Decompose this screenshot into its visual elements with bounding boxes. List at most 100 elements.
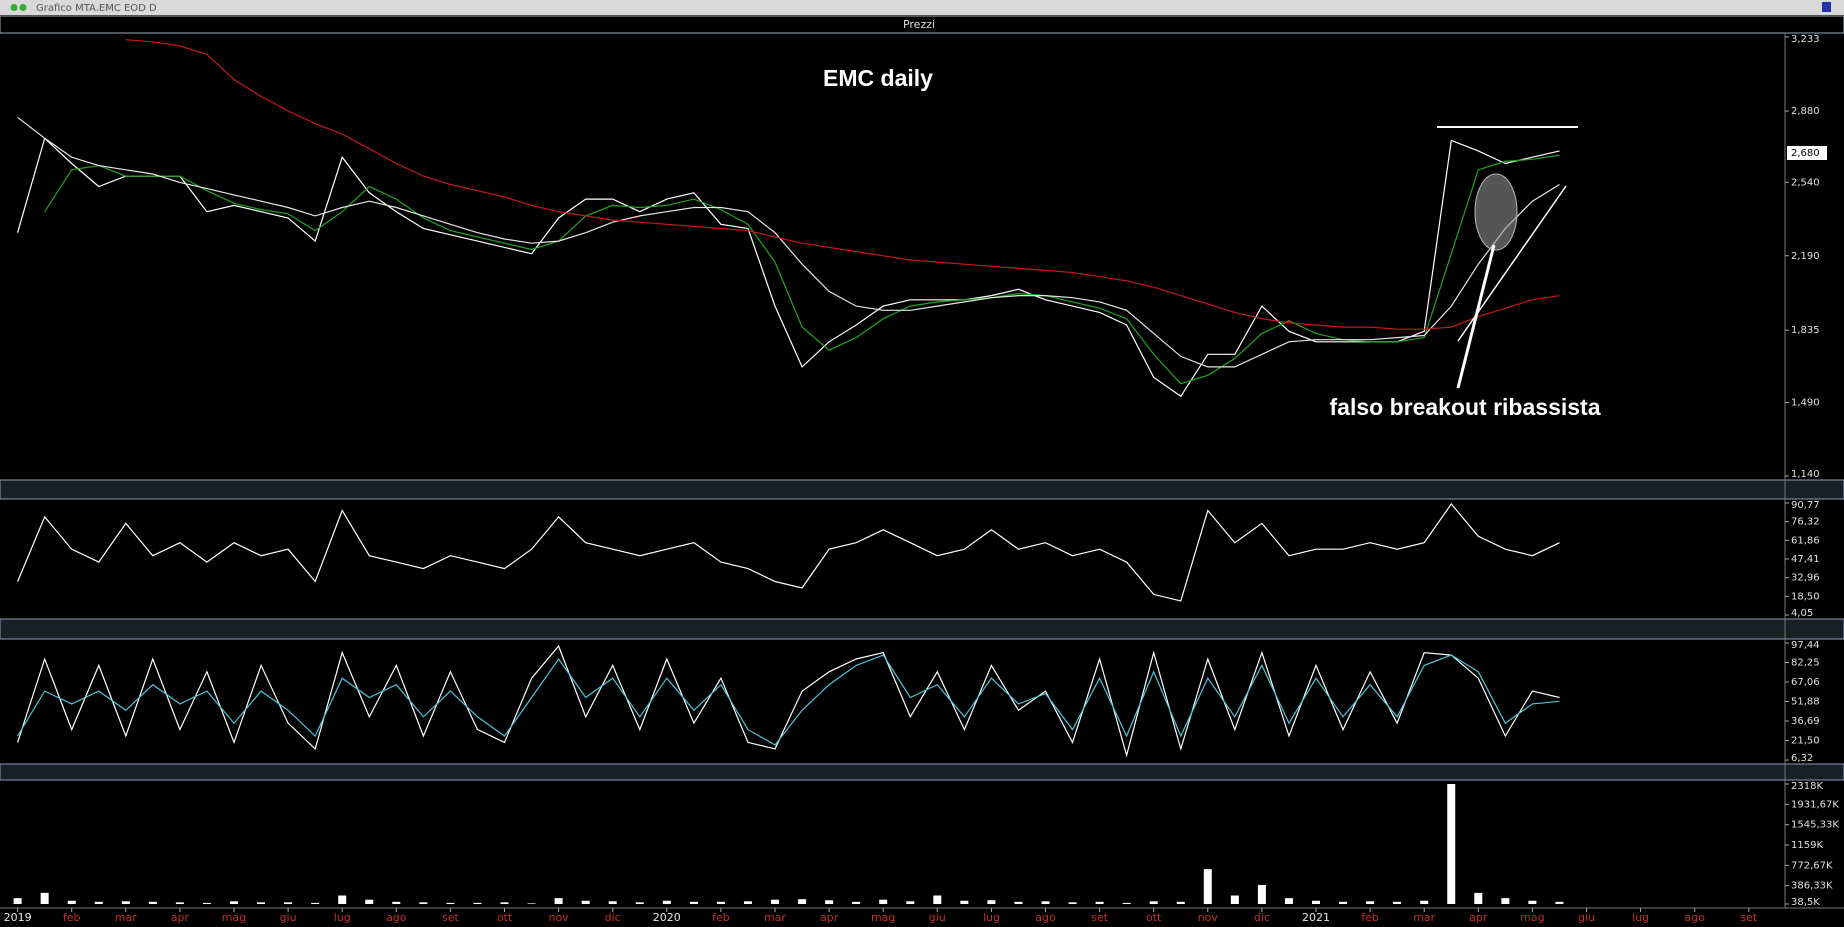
status-dot	[19, 4, 27, 11]
volume-bar	[852, 901, 861, 904]
x-tick-label: set	[442, 911, 459, 924]
series-line	[44, 154, 1560, 385]
y-tick-label: 6,32	[1791, 753, 1813, 764]
volume-bar	[1366, 901, 1375, 904]
x-tick-label: mar	[1413, 911, 1435, 924]
window-button[interactable]	[1822, 2, 1831, 12]
series-line	[17, 654, 1560, 746]
y-tick-label: 2,190	[1791, 251, 1820, 262]
volume-bar	[1041, 901, 1050, 904]
volume-bar	[365, 899, 374, 904]
panel-separator[interactable]	[0, 479, 1844, 500]
x-tick-label: nov	[548, 911, 569, 924]
title-bar	[0, 0, 1844, 15]
volume-bar	[1203, 869, 1212, 904]
y-tick-label: 61,86	[1791, 535, 1820, 546]
x-tick-label: ott	[497, 911, 513, 924]
volume-bar	[662, 900, 671, 904]
series-line	[17, 503, 1560, 602]
y-tick-label: 82,25	[1791, 658, 1820, 669]
y-tick-label: 32,96	[1791, 573, 1820, 584]
y-tick-label: 18,50	[1791, 591, 1820, 602]
y-tick-label: 2318K	[1791, 781, 1823, 792]
x-tick-label: ago	[386, 911, 407, 924]
volume-bar	[338, 895, 347, 904]
drawings	[1437, 126, 1578, 389]
y-tick-label: 1545,33K	[1791, 820, 1839, 831]
y-tick-label: 1,835	[1791, 325, 1820, 336]
panel-header	[0, 15, 1844, 34]
volume-bar	[689, 901, 698, 904]
y-tick-label: 2,540	[1791, 177, 1820, 188]
volume-bar	[121, 901, 130, 904]
series-line	[17, 137, 1560, 398]
panel-separator[interactable]	[0, 618, 1844, 640]
y-tick-label: 97,44	[1791, 640, 1820, 651]
x-tick-label: mag	[1520, 911, 1544, 924]
volume-bar	[906, 901, 915, 904]
volume-bar	[771, 899, 779, 904]
volume-bar	[148, 901, 157, 904]
y-tick-label: 51,88	[1791, 697, 1820, 708]
x-tick-label: lug	[1632, 911, 1649, 924]
chart-title: EMC daily	[823, 65, 933, 91]
y-tick-label: 386,33K	[1791, 881, 1833, 892]
volume-bar	[392, 901, 401, 904]
volume-bar	[40, 892, 49, 904]
x-tick-label: mag	[871, 911, 895, 924]
volume-bar	[798, 899, 807, 904]
volume-bar	[987, 900, 996, 904]
volume-bar	[13, 898, 22, 904]
volume-bar	[500, 902, 509, 904]
y-tick-label: 1931,67K	[1791, 799, 1839, 810]
volume-bar	[1555, 901, 1564, 904]
series-line	[17, 116, 1560, 368]
y-tick-label: 1,140	[1791, 469, 1820, 480]
y-tick-label: 1159K	[1791, 840, 1823, 851]
arrow-line	[1456, 244, 1496, 389]
volume-bar	[933, 895, 942, 904]
y-tick-label: 772,67K	[1791, 860, 1833, 871]
x-tick-label: 2019	[4, 911, 32, 924]
volume-bar	[67, 900, 76, 904]
volume-bar	[230, 901, 238, 904]
volume-bar	[825, 900, 834, 904]
volume-bar	[1501, 898, 1510, 904]
volume-bar	[1068, 902, 1077, 904]
x-tick-label: 2020	[653, 911, 681, 924]
volume-bar	[1393, 901, 1402, 904]
x-tick-label: nov	[1198, 911, 1219, 924]
volume-bar	[175, 902, 184, 904]
x-tick-label: dic	[1254, 911, 1270, 924]
x-tick-label: ago	[1684, 911, 1705, 924]
x-tick-label: apr	[171, 911, 190, 924]
y-tick-label: 47,41	[1791, 554, 1820, 565]
volume-bar	[527, 903, 536, 904]
volume-bar	[1230, 895, 1239, 904]
x-tick-label: ago	[1035, 911, 1056, 924]
volume-bar	[202, 902, 211, 904]
volume-bar	[1122, 902, 1131, 904]
volume-bar	[311, 902, 320, 904]
volume-bar	[635, 902, 644, 904]
y-tick-label: 3,233	[1791, 34, 1820, 45]
panel-separator[interactable]	[0, 763, 1844, 781]
volume-bar	[1095, 901, 1104, 904]
volume-bar	[1474, 892, 1483, 904]
x-tick-label: dic	[605, 911, 621, 924]
volume-bar	[1014, 901, 1023, 904]
volume-bar	[1528, 900, 1537, 904]
y-tick-label: 38,5K	[1791, 897, 1820, 908]
volume-bar	[94, 901, 103, 904]
x-tick-label: set	[1091, 911, 1108, 924]
x-tick-label: 2021	[1302, 911, 1330, 924]
volume-bar	[284, 902, 293, 904]
x-tick-label: giu	[929, 911, 946, 924]
x-tick-label: lug	[983, 911, 1000, 924]
volume-bar	[716, 901, 725, 904]
x-tick-label: giu	[280, 911, 297, 924]
volume-bar	[1447, 784, 1456, 904]
volume-bar	[1149, 901, 1158, 904]
status-dot	[10, 4, 18, 11]
